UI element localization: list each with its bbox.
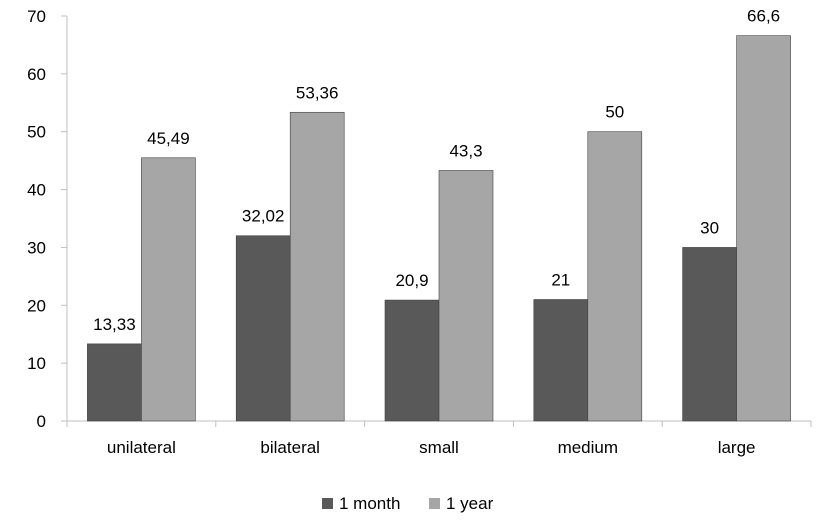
bar	[682, 247, 737, 422]
bar	[736, 35, 791, 422]
y-tick-label: 20	[27, 296, 46, 315]
bar	[235, 235, 291, 422]
legend-swatch	[322, 498, 333, 509]
bar	[87, 343, 142, 422]
x-axis: unilateral bilateral small medium large	[66, 420, 812, 457]
x-tick-label: small	[419, 438, 459, 457]
y-tick-label: 0	[37, 412, 46, 431]
data-label: 53,36	[296, 83, 339, 102]
legend-label: 1 month	[339, 494, 400, 513]
y-tick-label: 70	[27, 7, 46, 26]
data-label: 30	[700, 218, 719, 237]
x-tick-label: bilateral	[260, 438, 320, 457]
y-tick-label: 50	[27, 123, 46, 142]
x-tick-label: unilateral	[107, 438, 176, 457]
data-label: 66,6	[747, 7, 780, 26]
y-tick-label: 30	[27, 238, 46, 257]
bar	[587, 131, 643, 422]
data-label: 45,49	[147, 129, 190, 148]
x-tick-label: large	[718, 438, 756, 457]
data-label: 32,02	[242, 207, 285, 226]
y-tick-label: 10	[27, 354, 46, 373]
y-axis: 0 10 20 30 40 50 60 70	[27, 7, 68, 431]
x-tick-label: medium	[558, 438, 618, 457]
data-label: 13,33	[93, 315, 136, 334]
legend-swatch	[429, 498, 440, 509]
bar	[384, 299, 440, 422]
legend-label: 1 year	[446, 494, 494, 513]
bar	[289, 111, 345, 422]
bar	[141, 157, 196, 422]
data-label: 20,9	[395, 271, 428, 290]
y-tick-label: 60	[27, 65, 46, 84]
bars	[87, 35, 791, 422]
bar	[438, 170, 494, 422]
bar	[533, 299, 589, 422]
data-label: 50	[605, 103, 624, 122]
data-label: 21	[551, 271, 570, 290]
data-label: 43,3	[449, 141, 482, 160]
y-tick-label: 40	[27, 181, 46, 200]
data-labels: 13,33 32,02 20,9 21 30 45,49 53,36 43,3 50 66,6	[93, 7, 780, 334]
legend: 1 month 1 year	[322, 494, 494, 513]
